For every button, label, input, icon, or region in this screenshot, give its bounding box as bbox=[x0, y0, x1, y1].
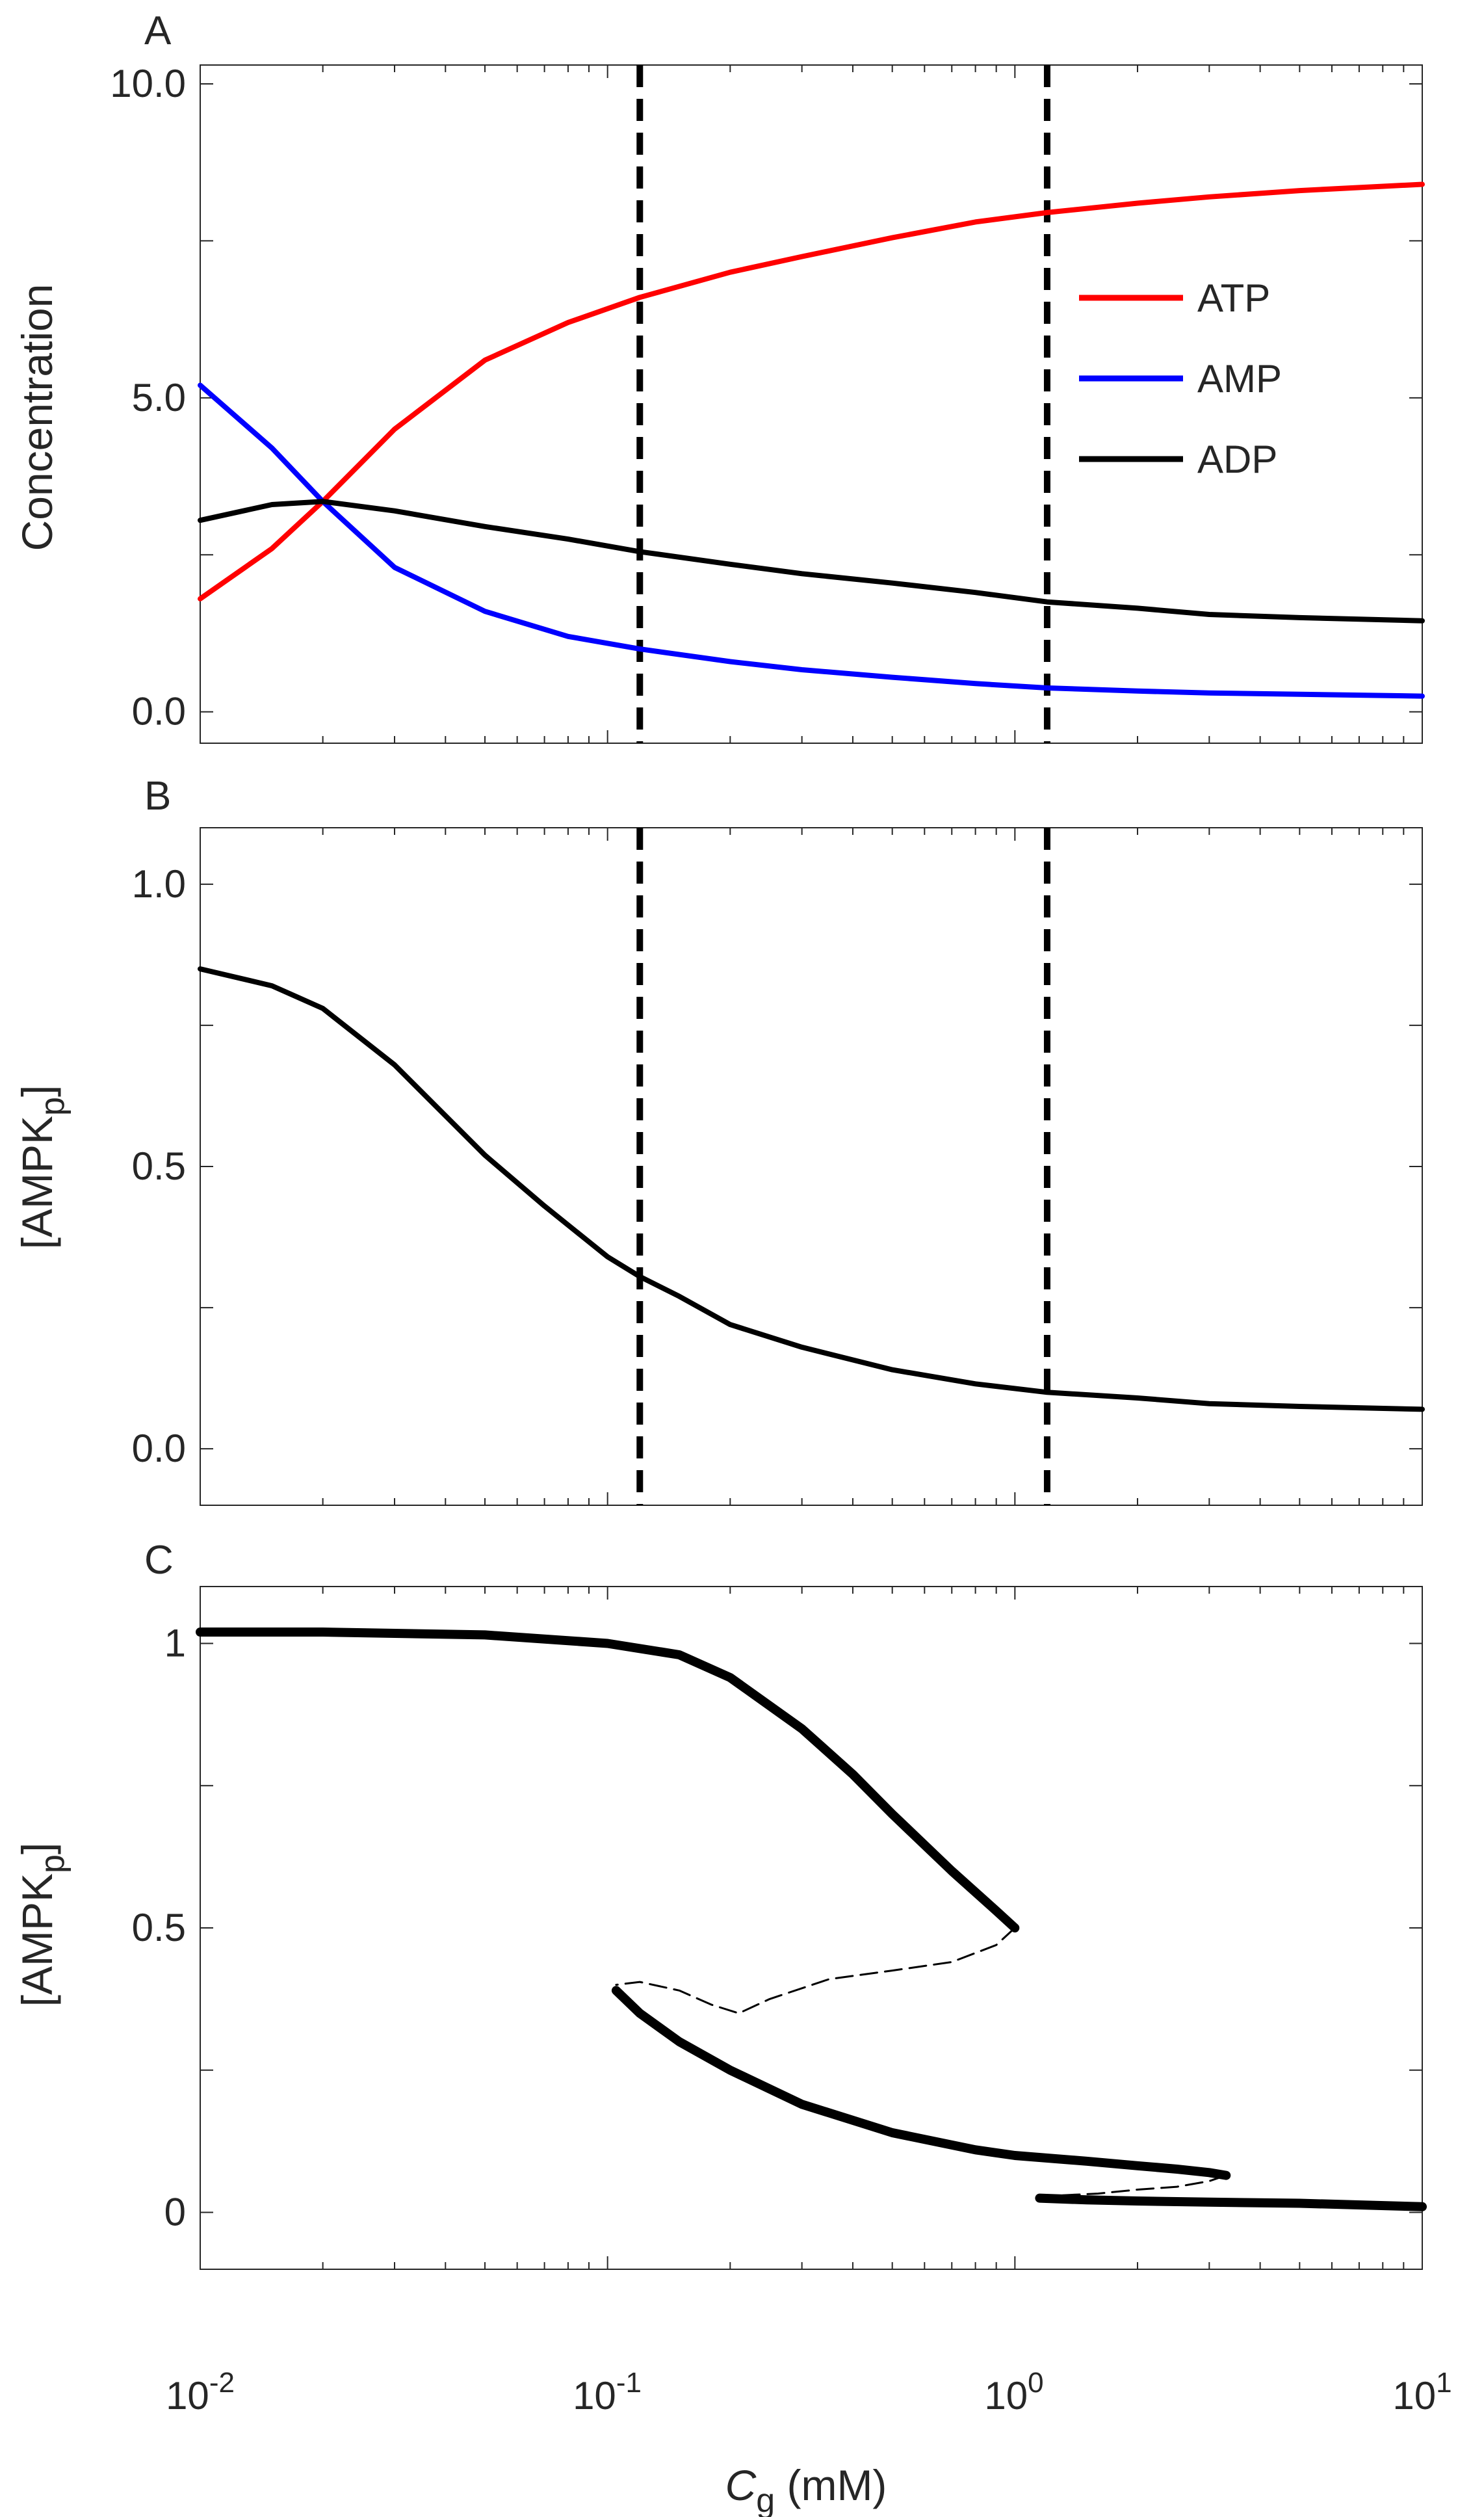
panel-a-y-tick-label: 0.0 bbox=[132, 690, 186, 733]
panel-b-y-tick-label: 0.0 bbox=[132, 1427, 186, 1470]
panel-c-y-tick-label: 1 bbox=[164, 1622, 186, 1665]
panel-c-series-stable-lower bbox=[1035, 2193, 1427, 2211]
x-tick-label: 10-1 bbox=[573, 2367, 642, 2418]
panel-c-series-stable-upper bbox=[196, 1627, 1020, 1932]
panel-a-y-tick-label: 10.0 bbox=[110, 62, 186, 105]
panel-a-y-tick-label: 5.0 bbox=[132, 376, 186, 419]
panel-b-y-tick-label: 1.0 bbox=[132, 862, 186, 906]
panel-c-letter: C bbox=[144, 1538, 174, 1583]
panel-b-ampkp: 0.0 0.5 1.0 bbox=[132, 827, 1425, 1506]
panel-b-ylabel: [AMPKp] bbox=[13, 1085, 72, 1250]
panel-c-ylabel: [AMPKp] bbox=[13, 1843, 72, 2007]
x-axis-label: Cg (mM) bbox=[725, 2461, 887, 2517]
panel-a-ylabel: Concentration bbox=[13, 284, 61, 551]
panel-c-series-stable-middle bbox=[611, 1986, 1231, 2180]
panel-a-series-adp bbox=[198, 499, 1425, 624]
panel-c-bifurcation: 00.51 bbox=[132, 1586, 1427, 2270]
panel-c-series-unstable-lower bbox=[1038, 2174, 1227, 2200]
panel-b-letter: B bbox=[144, 774, 171, 819]
panel-a-letter: A bbox=[144, 8, 172, 53]
x-tick-label: 100 bbox=[984, 2367, 1043, 2418]
panel-a-concentration: 0.0 5.0 10.0 ATP AMP ADP bbox=[110, 62, 1425, 744]
panel-b-y-tick-label: 0.5 bbox=[132, 1144, 186, 1188]
panel-a-axes-box bbox=[200, 64, 1423, 744]
x-tick-label: 101 bbox=[1392, 2367, 1451, 2418]
panel-c-series-unstable-middle bbox=[615, 1927, 1016, 2014]
panel-b-series-ampkp bbox=[198, 966, 1425, 1412]
x-tick-label: 10-2 bbox=[166, 2367, 235, 2418]
panel-a-series-amp bbox=[198, 382, 1425, 699]
legend-label-atp: ATP bbox=[1197, 276, 1270, 320]
legend-label-adp: ADP bbox=[1197, 438, 1277, 481]
panel-a-series-atp bbox=[198, 181, 1425, 601]
panel-c-y-tick-label: 0.5 bbox=[132, 1906, 186, 1949]
legend-label-amp: AMP bbox=[1197, 357, 1282, 401]
panel-c-y-tick-label: 0 bbox=[164, 2191, 186, 2234]
